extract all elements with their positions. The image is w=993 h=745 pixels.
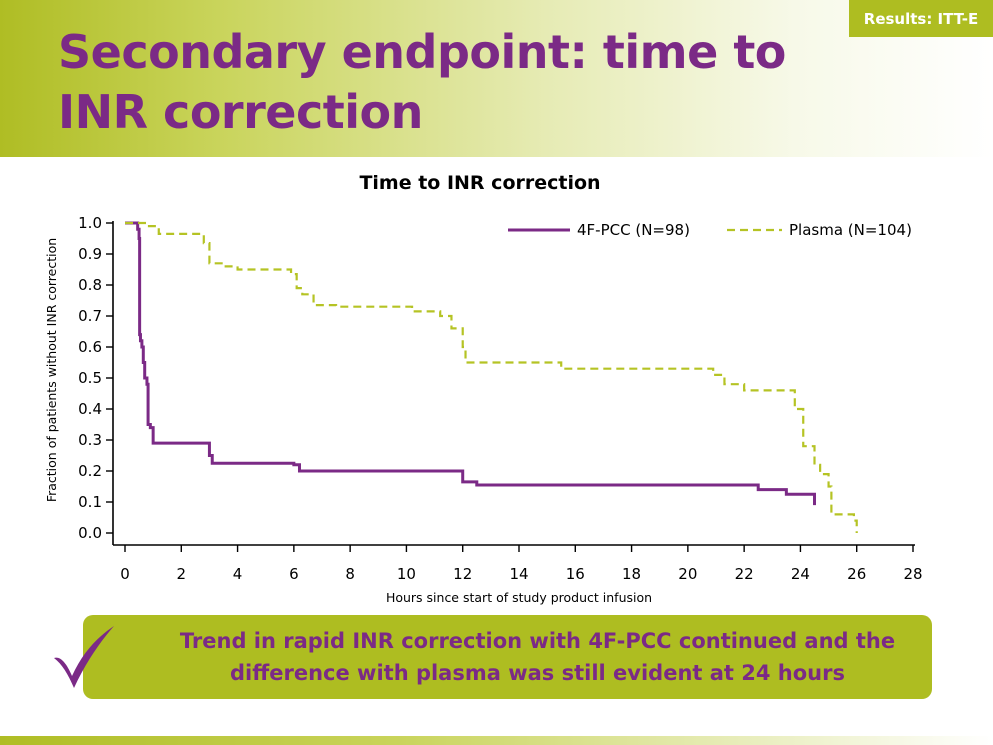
results-tag: Results: ITT-E (849, 0, 993, 37)
x-tick-label: 18 (622, 565, 641, 583)
x-tick-label: 20 (678, 565, 697, 583)
x-tick-label: 28 (903, 565, 922, 583)
callout-text: Trend in rapid INR correction with 4F-PC… (179, 629, 896, 685)
x-tick-label: 4 (233, 565, 243, 583)
chart-title: Time to INR correction (359, 172, 601, 194)
y-tick-label: 0.4 (78, 400, 102, 418)
x-tick-label: 0 (120, 565, 130, 583)
x-tick-label: 14 (509, 565, 528, 583)
x-tick-label: 22 (735, 565, 754, 583)
km-chart: 0 2 4 6 8 10 12 14 16 18 20 22 24 26 280.00.10.20.30.4… (44, 214, 923, 605)
legend-label: 4F-PCC (N=98) (577, 221, 690, 239)
y-tick-label: 0.9 (78, 245, 102, 263)
series-line-pcc (125, 221, 816, 506)
header-band (0, 0, 993, 157)
y-tick-label: 0.5 (78, 369, 102, 387)
legend-label: Plasma (N=104) (789, 221, 912, 239)
y-tick-label: 0.1 (78, 493, 102, 511)
y-axis-label: Fraction of patients without INR correct… (44, 238, 59, 502)
y-tick-label: 0.0 (78, 524, 102, 542)
slide-title: Secondary endpoint: time to INR correcti… (58, 25, 786, 139)
y-tick-label: 0.6 (78, 338, 102, 356)
y-tick-label: 0.3 (78, 431, 102, 449)
x-tick-label: 8 (345, 565, 355, 583)
x-axis-label: Hours since start of study product infus… (386, 590, 652, 605)
footer-band (0, 736, 993, 745)
x-tick-label: 2 (177, 565, 187, 583)
x-tick-label: 24 (791, 565, 810, 583)
x-tick-label: 10 (397, 565, 416, 583)
y-tick-label: 0.2 (78, 462, 102, 480)
series-line-plasma (125, 221, 858, 533)
y-tick-label: 0.8 (78, 276, 102, 294)
x-tick-label: 26 (847, 565, 866, 583)
y-tick-label: 0.7 (78, 307, 102, 325)
checkmark-icon (54, 626, 114, 688)
x-tick-label: 6 (289, 565, 299, 583)
callout-box: Trend in rapid INR correction with 4F-PC… (83, 615, 932, 699)
y-tick-label: 1.0 (78, 214, 102, 232)
x-tick-label: 16 (566, 565, 585, 583)
x-tick-label: 12 (453, 565, 472, 583)
